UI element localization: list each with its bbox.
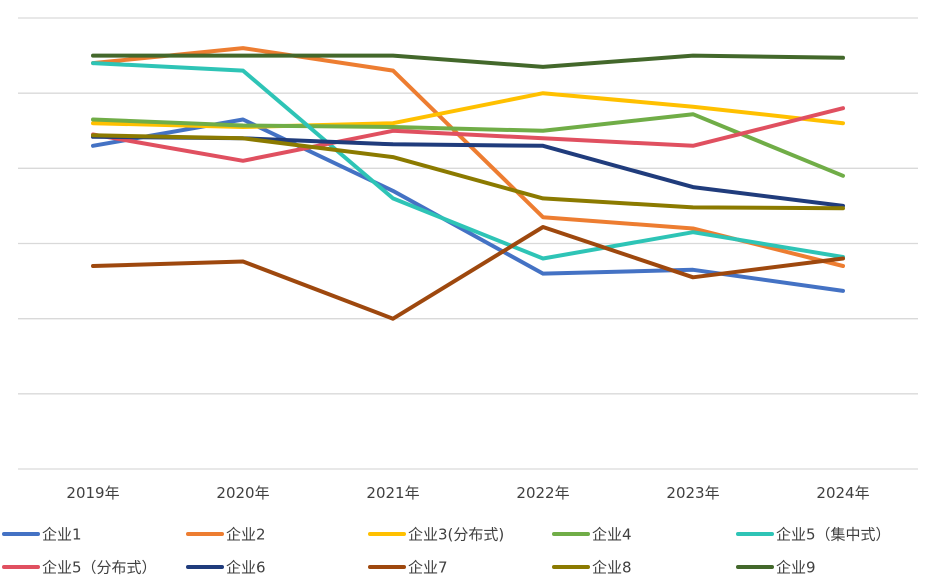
legend: 企业1 企业2 企业3(分布式) 企业4 企业5（集中式） 企业5（分布式） 企业6 企业7 企… xyxy=(2,526,891,577)
legend-label: 企业5（集中式） xyxy=(776,526,891,544)
series-line-4 xyxy=(91,112,845,178)
x-axis-ticks: 2019年 2020年 2021年 2022年 2023年 2024年 xyxy=(66,484,869,502)
legend-label: 企业6 xyxy=(226,559,266,577)
series-line-10 xyxy=(91,53,845,69)
legend-item: 企业7 xyxy=(368,559,448,577)
legend-label: 企业8 xyxy=(592,559,632,577)
x-tick-label: 2024年 xyxy=(816,484,869,502)
gridlines xyxy=(18,17,918,470)
series-line-5 xyxy=(91,61,845,261)
legend-item: 企业4 xyxy=(552,526,632,544)
series-line-6 xyxy=(91,106,845,163)
legend-item: 企业6 xyxy=(186,559,266,577)
legend-item: 企业9 xyxy=(736,559,816,577)
legend-label: 企业1 xyxy=(42,526,82,544)
legend-label: 企业2 xyxy=(226,526,266,544)
legend-item: 企业8 xyxy=(552,559,632,577)
legend-item: 企业3(分布式) xyxy=(368,526,504,544)
legend-label: 企业4 xyxy=(592,526,632,544)
legend-item: 企业5（集中式） xyxy=(736,526,891,544)
legend-label: 企业3(分布式) xyxy=(408,526,504,544)
x-tick-label: 2023年 xyxy=(666,484,719,502)
legend-item: 企业2 xyxy=(186,526,266,544)
legend-item: 企业5（分布式） xyxy=(2,559,157,577)
legend-item: 企业1 xyxy=(2,526,82,544)
series-line-3 xyxy=(91,91,845,129)
legend-label: 企业7 xyxy=(408,559,448,577)
series-lines xyxy=(91,46,845,321)
x-tick-label: 2019年 xyxy=(66,484,119,502)
series-line-9 xyxy=(91,133,845,211)
x-tick-label: 2020年 xyxy=(216,484,269,502)
legend-label: 企业5（分布式） xyxy=(42,559,157,577)
legend-label: 企业9 xyxy=(776,559,816,577)
series-line-8 xyxy=(91,225,845,321)
series-line-7 xyxy=(91,134,845,208)
x-tick-label: 2022年 xyxy=(516,484,569,502)
x-tick-label: 2021年 xyxy=(366,484,419,502)
